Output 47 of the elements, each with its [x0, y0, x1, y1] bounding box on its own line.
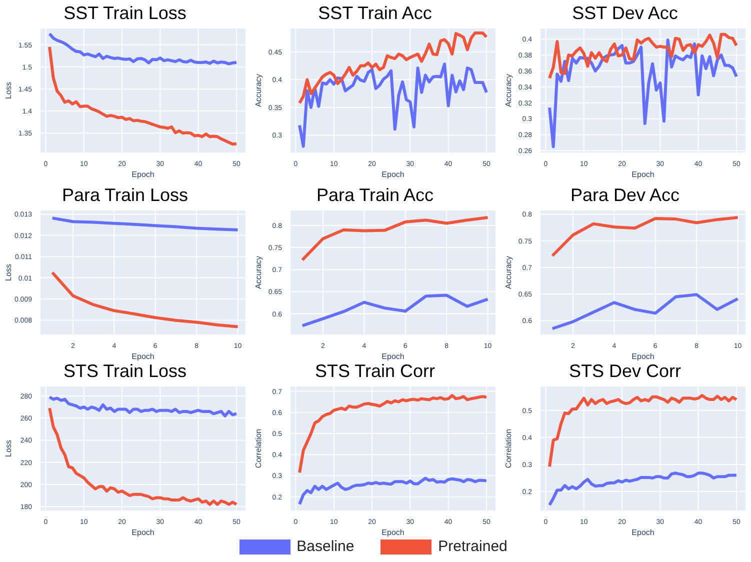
y-axis-title: Loss: [4, 440, 13, 457]
x-axis-title: Epoch: [132, 352, 154, 361]
line-series: [48, 45, 238, 146]
line-series: [50, 271, 240, 328]
y-axis-title: Loss: [4, 82, 13, 99]
x-axis-title: Epoch: [132, 170, 154, 179]
x-axis-title: Epoch: [382, 352, 404, 361]
line-series: [550, 293, 740, 330]
line-series: [548, 394, 738, 468]
y-axis-title: Accuracy: [504, 256, 513, 289]
y-axis-title: Correlation: [254, 428, 263, 468]
line-series: [300, 294, 490, 328]
chart-title: Para Dev Acc: [569, 184, 681, 207]
chart-title: SST Train Acc: [317, 2, 433, 25]
line-series: [298, 62, 488, 148]
line-series: [548, 472, 738, 507]
line-series: [48, 406, 238, 506]
legend-label: Baseline: [296, 538, 354, 555]
line-series: [48, 32, 238, 66]
line-series: [548, 32, 738, 80]
chart-title: Para Train Acc: [315, 184, 435, 207]
x-axis-title: Epoch: [382, 170, 404, 179]
chart-title: SST Dev Acc: [571, 2, 679, 25]
line-series: [548, 38, 738, 148]
chart-title: STS Train Corr: [314, 361, 436, 383]
x-axis-title: Epoch: [132, 528, 154, 537]
chart-title: STS Dev Corr: [568, 361, 682, 383]
line-series: [550, 216, 740, 258]
legend-label: Pretrained: [438, 538, 508, 555]
y-axis-title: Loss: [4, 264, 13, 281]
x-axis-title: Epoch: [382, 528, 404, 537]
y-axis-title: Accuracy: [504, 74, 513, 107]
chart-title: STS Train Loss: [62, 361, 188, 383]
x-axis-title: Epoch: [632, 170, 654, 179]
y-axis-title: Accuracy: [254, 256, 263, 289]
x-axis-title: Epoch: [632, 352, 654, 361]
y-axis-title: Accuracy: [254, 74, 263, 107]
line-series: [298, 32, 488, 104]
line-series: [298, 394, 488, 474]
x-axis-title: Epoch: [632, 528, 654, 537]
line-series: [298, 476, 488, 506]
chart-title: Para Train Loss: [60, 184, 190, 207]
line-series: [48, 396, 238, 418]
y-axis-title: Correlation: [504, 428, 513, 468]
line-series: [300, 216, 490, 262]
line-series: [50, 216, 240, 232]
chart-title: SST Train Loss: [62, 2, 188, 25]
